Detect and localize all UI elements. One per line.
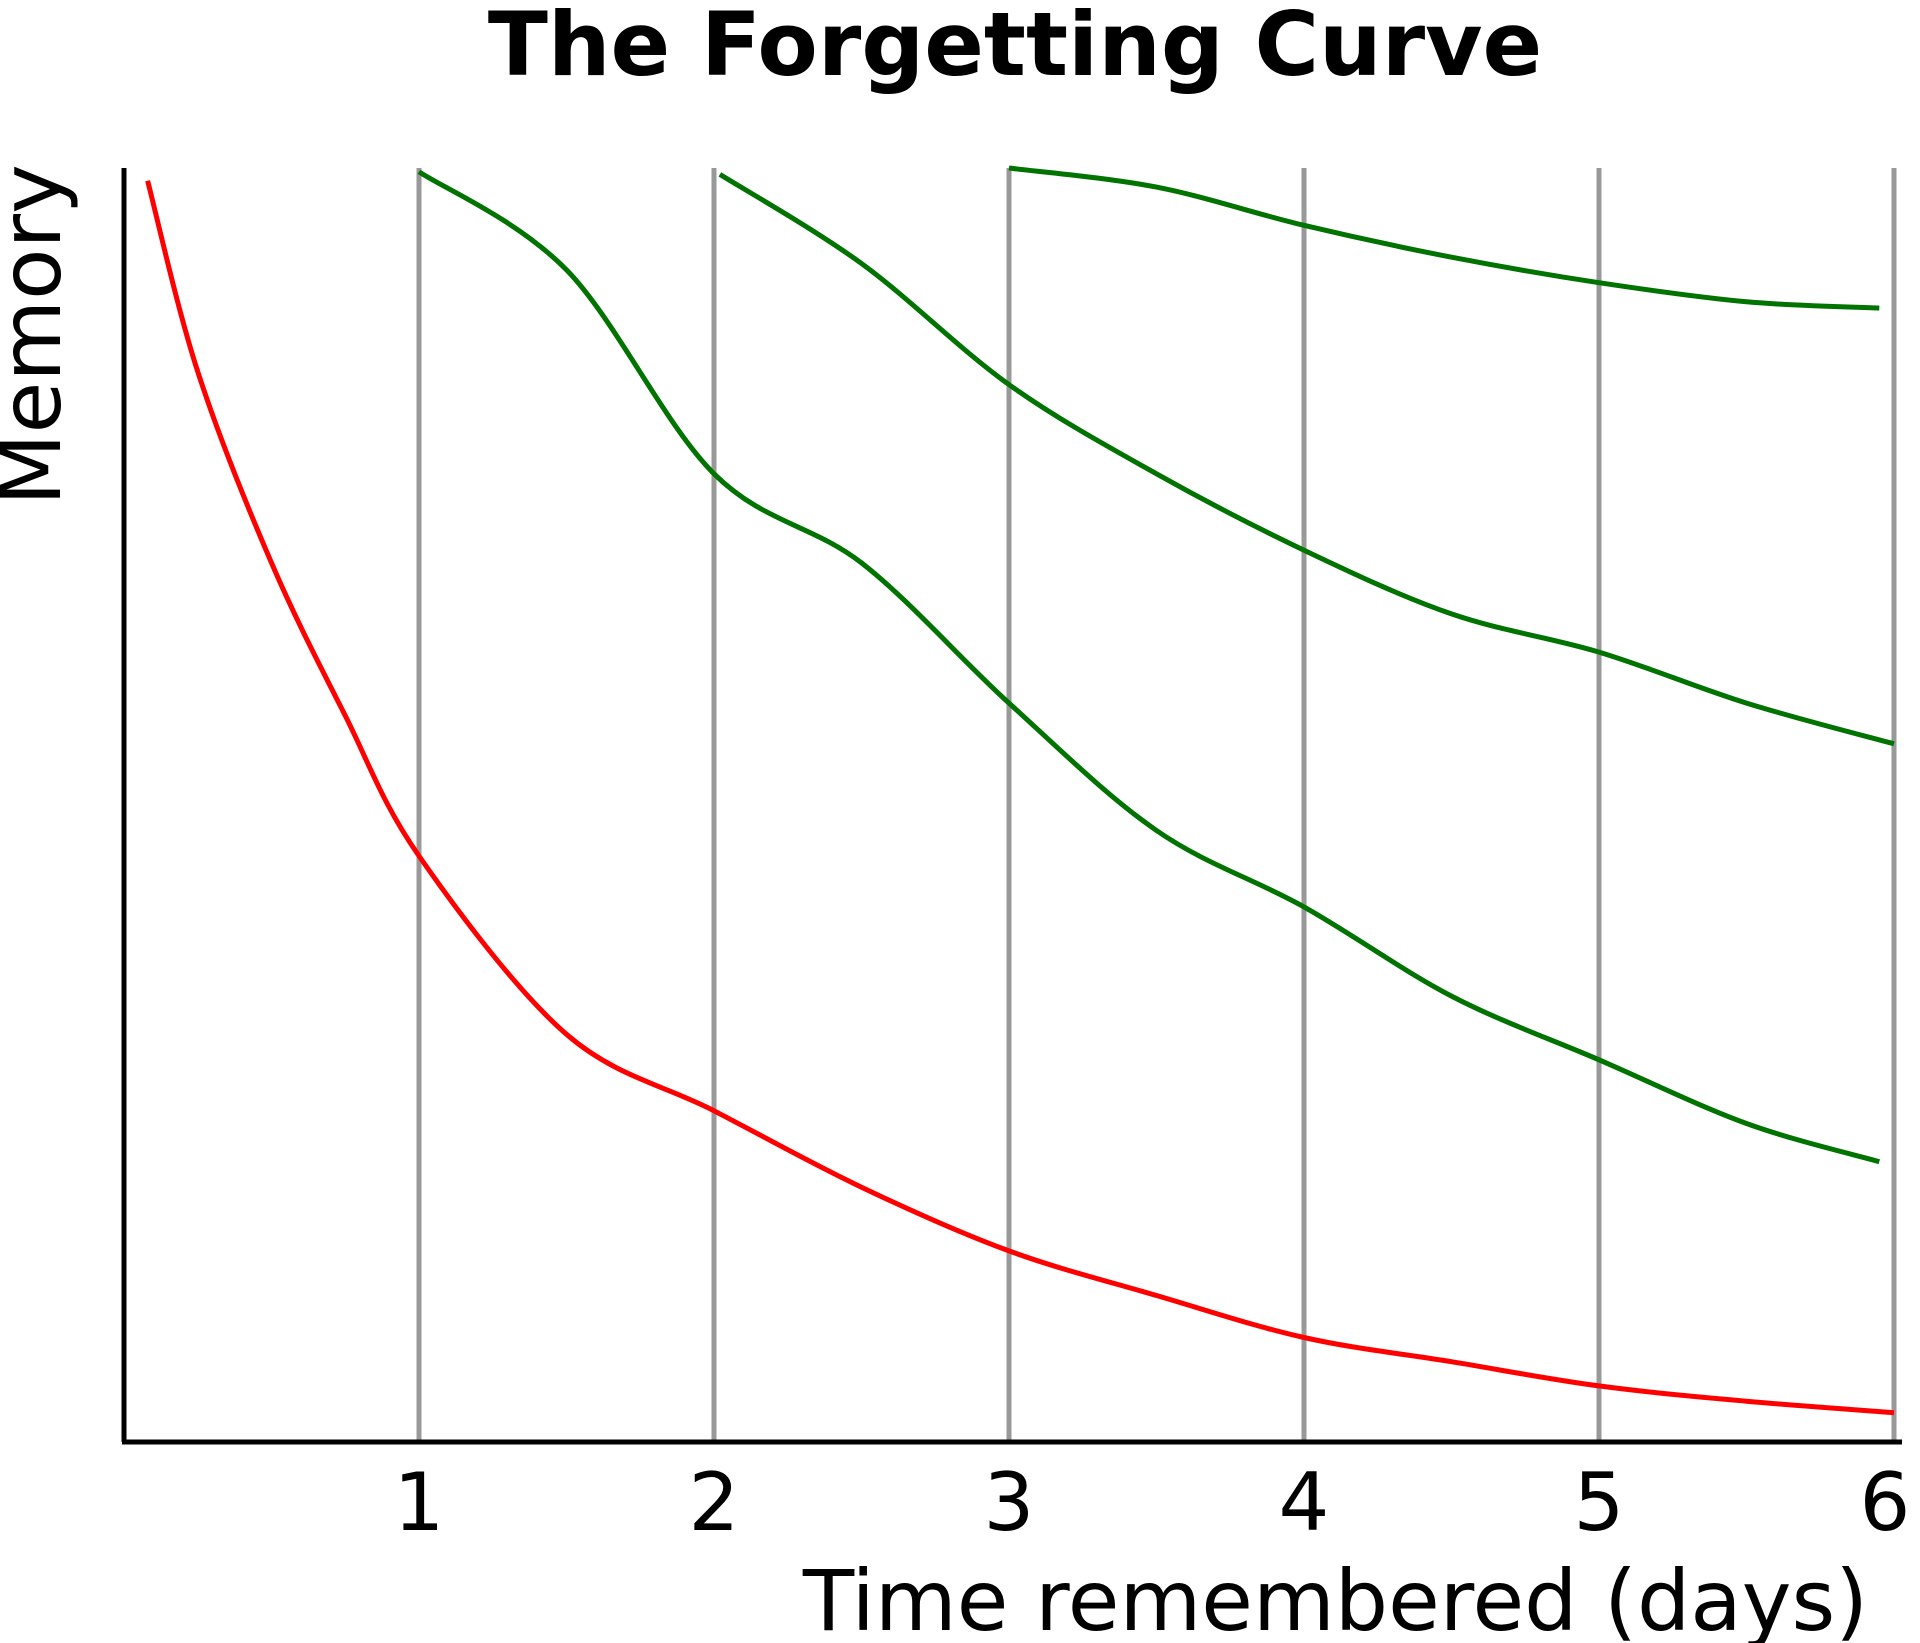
x-tick-label: 5 — [1574, 1456, 1625, 1549]
review-curve-line-2 — [718, 172, 1895, 747]
x-tick-label: 2 — [689, 1456, 740, 1549]
x-tick-label: 3 — [984, 1456, 1035, 1549]
review-curve-line-1 — [417, 169, 1880, 1165]
x-tick-label: 1 — [394, 1456, 445, 1549]
x-tick-label: 6 — [1860, 1456, 1911, 1549]
curves — [145, 165, 1895, 1416]
x-tick-label: 4 — [1279, 1456, 1330, 1549]
forgetting-curve-line — [145, 180, 1895, 1416]
x-axis-label: Time remembered (days) — [802, 1552, 1868, 1643]
axes — [121, 168, 1902, 1445]
x-tick-labels: 1 2 3 4 5 6 — [394, 1456, 1911, 1549]
review-curve-line-3 — [1008, 165, 1880, 311]
y-axis-label: Memory — [0, 164, 80, 506]
chart-title: The Forgetting Curve — [488, 0, 1542, 96]
grid-lines — [416, 168, 1897, 1442]
